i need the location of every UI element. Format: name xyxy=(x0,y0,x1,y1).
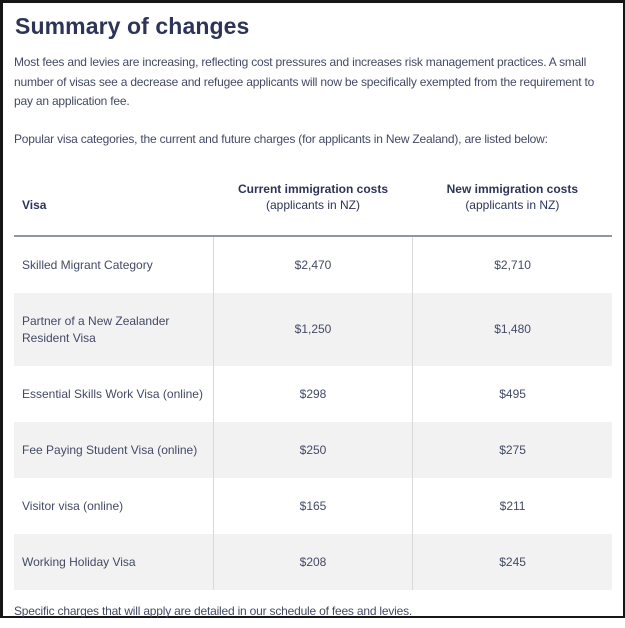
column-header-new-label: New immigration costs xyxy=(446,182,579,197)
new-cost-cell: $495 xyxy=(412,366,612,423)
current-cost-cell: $250 xyxy=(212,422,413,479)
column-header-visa: Visa xyxy=(14,177,213,236)
column-header-new-costs: New immigration costs (applicants in NZ) xyxy=(413,177,612,236)
table-row: Skilled Migrant Category $2,470 $2,710 xyxy=(14,236,612,294)
table-row: Visitor visa (online) $165 $211 xyxy=(14,478,612,535)
visa-name-cell: Visitor visa (online) xyxy=(22,498,124,513)
visa-fees-table: Visa Current immigration costs (applican… xyxy=(14,177,612,591)
new-cost-cell: $2,710 xyxy=(412,236,612,294)
current-cost-cell: $165 xyxy=(212,478,413,535)
column-header-current-label: Current immigration costs xyxy=(237,182,388,197)
new-cost-cell: $1,480 xyxy=(412,293,612,367)
new-cost-cell: $275 xyxy=(412,422,612,479)
column-header-new-sublabel: (applicants in NZ) xyxy=(465,198,560,213)
table-row: Partner of a New Zealander Resident Visa… xyxy=(14,293,612,367)
table-header-row: Visa Current immigration costs (applican… xyxy=(14,177,612,237)
visa-name-cell: Working Holiday Visa xyxy=(22,554,136,569)
current-cost-cell: $1,250 xyxy=(212,293,413,367)
column-header-visa-label: Visa xyxy=(22,198,47,213)
current-cost-cell: $2,470 xyxy=(212,236,413,294)
table-intro-paragraph: Popular visa categories, the current and… xyxy=(14,131,548,146)
current-cost-cell: $208 xyxy=(212,534,413,591)
content-page: Summary of changes Most fees and levies … xyxy=(3,3,623,628)
visa-name-cell: Fee Paying Student Visa (online) xyxy=(22,442,198,457)
table-row: Fee Paying Student Visa (online) $250 $2… xyxy=(14,422,612,479)
footer-note: Specific charges that will apply are det… xyxy=(14,604,413,619)
table-row: Working Holiday Visa $208 $245 xyxy=(14,534,612,591)
visa-name-cell: Partner of a New Zealander Resident Visa xyxy=(22,313,170,345)
page-title: Summary of changes xyxy=(15,13,250,39)
column-header-current-sublabel: (applicants in NZ) xyxy=(265,198,360,213)
visa-name-cell: Skilled Migrant Category xyxy=(22,257,153,272)
table-row: Essential Skills Work Visa (online) $298… xyxy=(14,366,612,423)
current-cost-cell: $298 xyxy=(212,366,413,423)
intro-paragraph: Most fees and levies are increasing, ref… xyxy=(14,55,595,109)
new-cost-cell: $245 xyxy=(412,534,612,591)
visa-name-cell: Essential Skills Work Visa (online) xyxy=(22,386,203,401)
new-cost-cell: $211 xyxy=(412,478,612,535)
column-header-current-costs: Current immigration costs (applicants in… xyxy=(213,177,412,236)
